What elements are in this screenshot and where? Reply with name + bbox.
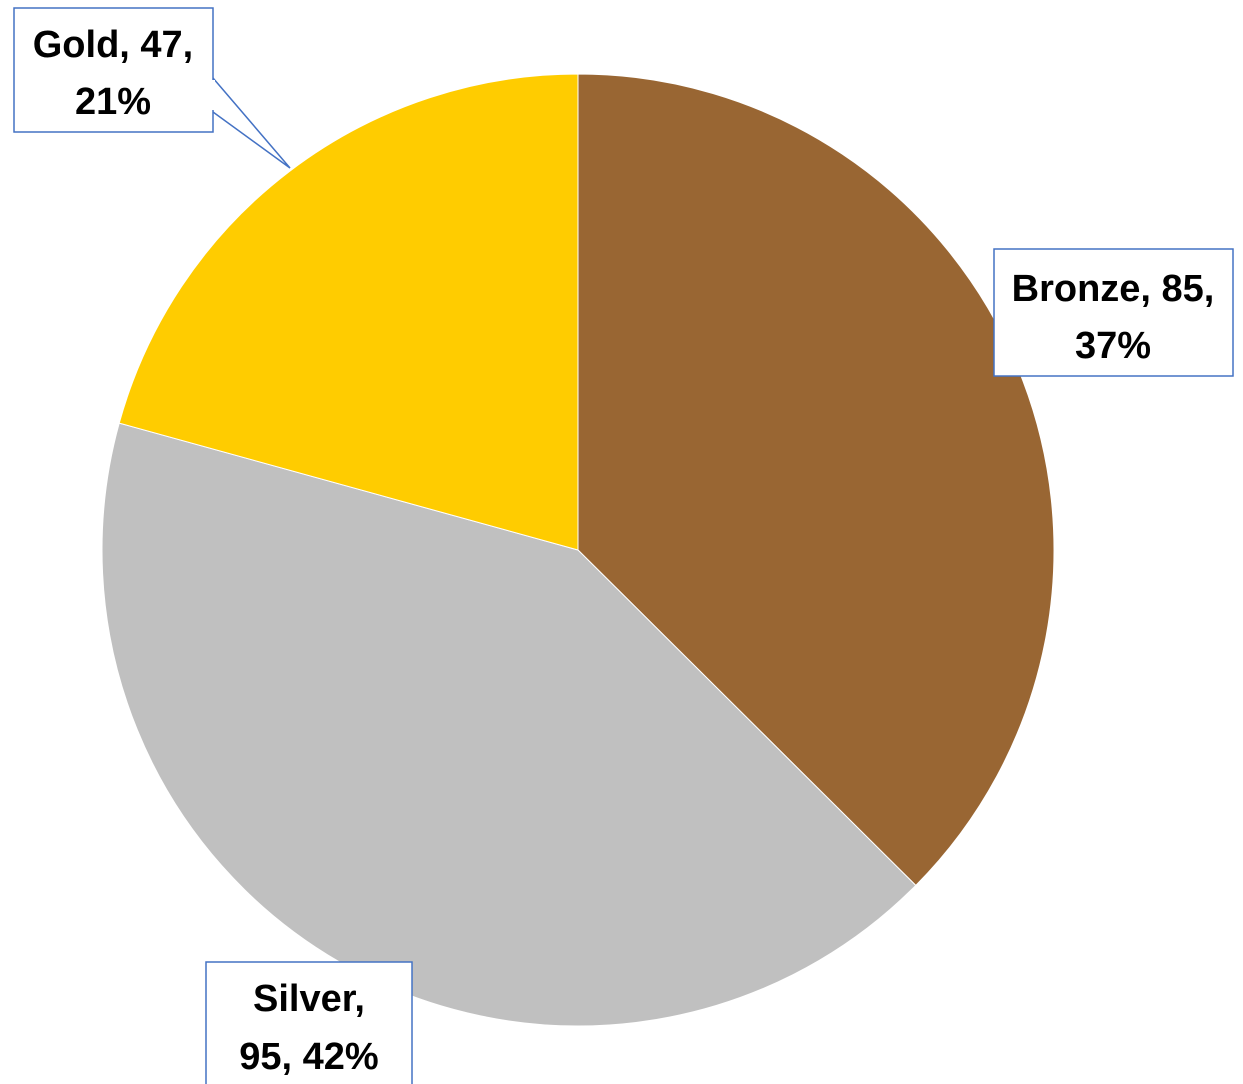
silver-label-box — [205, 961, 413, 1084]
gold-label-box — [13, 7, 214, 133]
gold-label-line2: 21% — [75, 81, 151, 123]
gold-label: Gold, 47, 21% — [13, 7, 291, 169]
pie-slices — [101, 73, 1055, 1027]
gold-label-leader-line — [212, 77, 291, 169]
pie-slice-gold — [118, 73, 579, 551]
bronze-label-line2: 37% — [1075, 325, 1151, 367]
silver-label: Silver, 95, 42% — [205, 961, 413, 1084]
bronze-label: Bronze, 85, 37% — [993, 248, 1234, 377]
gold-label-line1: Gold, 47, — [33, 24, 193, 66]
bronze-label-box — [993, 248, 1234, 377]
silver-label-line2: 95, 42% — [239, 1036, 378, 1078]
gold-label-leader-gap — [210, 80, 215, 110]
silver-label-line1: Silver, — [253, 978, 365, 1020]
data-labels: Bronze, 85, 37% Silver, 95, 42% Gold, 47… — [13, 7, 1234, 1084]
bronze-label-line1: Bronze, 85, — [1012, 268, 1215, 310]
